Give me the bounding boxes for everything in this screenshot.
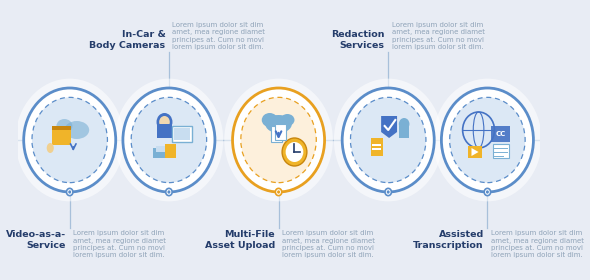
- Text: In-Car &
Body Cameras: In-Car & Body Cameras: [89, 30, 165, 50]
- Text: Lorem ipsum dolor sit dim
amet, mea regione diamet
principes at. Cum no movi
lor: Lorem ipsum dolor sit dim amet, mea regi…: [172, 22, 266, 50]
- Text: Video-as-a-
Service: Video-as-a- Service: [6, 230, 66, 250]
- Circle shape: [123, 88, 215, 192]
- Bar: [52, 129, 71, 145]
- Text: CC: CC: [496, 131, 506, 137]
- Circle shape: [484, 188, 491, 196]
- Ellipse shape: [266, 115, 292, 133]
- Text: Lorem ipsum dolor sit dim
amet, mea regione diamet
principes at. Cum no movi
lor: Lorem ipsum dolor sit dim amet, mea regi…: [491, 230, 584, 258]
- Circle shape: [385, 188, 391, 196]
- Text: Lorem ipsum dolor sit dim
amet, mea regione diamet
principes at. Cum no movi
lor: Lorem ipsum dolor sit dim amet, mea regi…: [73, 230, 166, 258]
- Circle shape: [68, 190, 71, 194]
- Text: Multi-File
Asset Upload: Multi-File Asset Upload: [205, 230, 275, 250]
- Bar: [371, 138, 383, 156]
- Circle shape: [232, 88, 324, 192]
- Text: Assisted
Transcription: Assisted Transcription: [413, 230, 484, 250]
- Bar: [271, 126, 282, 142]
- Ellipse shape: [47, 143, 54, 153]
- Bar: [156, 146, 170, 152]
- Circle shape: [441, 88, 533, 192]
- Bar: [153, 148, 172, 158]
- Circle shape: [433, 79, 542, 201]
- Ellipse shape: [262, 113, 278, 127]
- Circle shape: [399, 118, 409, 130]
- Circle shape: [159, 116, 170, 128]
- Circle shape: [67, 188, 73, 196]
- Bar: [52, 126, 71, 130]
- Circle shape: [241, 97, 316, 183]
- Circle shape: [168, 190, 171, 194]
- Polygon shape: [471, 148, 478, 156]
- Circle shape: [282, 138, 307, 166]
- Circle shape: [342, 88, 434, 192]
- Circle shape: [286, 142, 303, 162]
- Bar: [493, 144, 509, 158]
- Ellipse shape: [64, 121, 89, 139]
- Text: Lorem ipsum dolor sit dim
amet, mea regione diamet
principes at. Cum no movi
lor: Lorem ipsum dolor sit dim amet, mea regi…: [392, 22, 485, 50]
- Bar: [172, 126, 192, 142]
- Circle shape: [350, 97, 426, 183]
- Circle shape: [131, 97, 206, 183]
- Circle shape: [277, 190, 280, 194]
- Circle shape: [15, 79, 124, 201]
- Bar: [156, 124, 172, 138]
- Circle shape: [166, 188, 172, 196]
- Polygon shape: [381, 116, 397, 138]
- Bar: [174, 128, 190, 140]
- Text: Lorem ipsum dolor sit dim
amet, mea regione diamet
principes at. Cum no movi
lor: Lorem ipsum dolor sit dim amet, mea regi…: [282, 230, 375, 258]
- Bar: [372, 144, 381, 146]
- Bar: [372, 148, 381, 150]
- Circle shape: [224, 79, 333, 201]
- Circle shape: [32, 97, 107, 183]
- Bar: [491, 126, 510, 142]
- Bar: [165, 144, 176, 158]
- Ellipse shape: [57, 119, 73, 133]
- Bar: [275, 124, 286, 140]
- Circle shape: [156, 113, 172, 131]
- Circle shape: [334, 79, 442, 201]
- Circle shape: [24, 88, 116, 192]
- Circle shape: [486, 190, 489, 194]
- Text: Redaction
Services: Redaction Services: [331, 30, 385, 50]
- Circle shape: [276, 188, 282, 196]
- Circle shape: [450, 97, 525, 183]
- Circle shape: [386, 190, 390, 194]
- Bar: [399, 126, 409, 138]
- Ellipse shape: [280, 114, 294, 126]
- Circle shape: [114, 79, 223, 201]
- Bar: [468, 146, 482, 158]
